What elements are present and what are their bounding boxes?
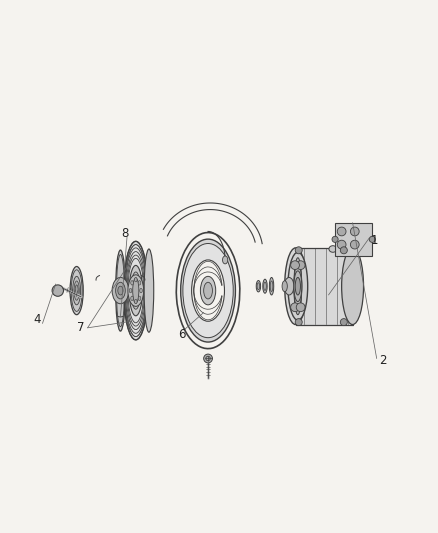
Ellipse shape — [269, 278, 274, 295]
Circle shape — [337, 227, 346, 236]
Bar — [335, 223, 372, 255]
Ellipse shape — [131, 296, 134, 301]
Ellipse shape — [70, 266, 83, 314]
Ellipse shape — [128, 275, 144, 306]
Ellipse shape — [223, 256, 228, 264]
Bar — [296, 248, 353, 325]
Ellipse shape — [204, 282, 212, 299]
Circle shape — [332, 236, 338, 243]
Ellipse shape — [295, 278, 300, 295]
Ellipse shape — [338, 245, 350, 253]
Circle shape — [369, 236, 375, 243]
Ellipse shape — [183, 244, 233, 338]
Text: 6: 6 — [178, 328, 186, 341]
Ellipse shape — [71, 270, 82, 311]
Ellipse shape — [138, 296, 141, 301]
Ellipse shape — [74, 281, 79, 300]
Ellipse shape — [263, 279, 267, 293]
Ellipse shape — [117, 254, 124, 327]
Ellipse shape — [257, 283, 260, 289]
Ellipse shape — [191, 260, 224, 321]
Ellipse shape — [342, 248, 364, 325]
Circle shape — [296, 261, 305, 270]
Ellipse shape — [294, 258, 302, 314]
Circle shape — [291, 303, 300, 312]
Circle shape — [296, 303, 305, 312]
Circle shape — [340, 319, 347, 326]
Circle shape — [295, 247, 302, 254]
Ellipse shape — [140, 288, 142, 293]
Ellipse shape — [144, 249, 154, 332]
Ellipse shape — [131, 272, 141, 309]
Ellipse shape — [133, 278, 139, 303]
Text: 8: 8 — [121, 227, 128, 240]
Ellipse shape — [129, 265, 142, 316]
Circle shape — [337, 240, 346, 249]
Ellipse shape — [116, 250, 125, 331]
Ellipse shape — [112, 278, 129, 304]
Circle shape — [350, 240, 359, 249]
Ellipse shape — [129, 288, 132, 293]
Circle shape — [350, 227, 359, 236]
Ellipse shape — [288, 252, 307, 320]
Ellipse shape — [75, 285, 78, 296]
Ellipse shape — [294, 264, 302, 308]
Ellipse shape — [138, 281, 141, 285]
Ellipse shape — [180, 239, 236, 342]
Ellipse shape — [282, 281, 287, 292]
Ellipse shape — [125, 245, 146, 336]
Circle shape — [295, 319, 302, 326]
Ellipse shape — [134, 278, 137, 282]
Circle shape — [204, 354, 212, 363]
Circle shape — [340, 247, 347, 254]
Ellipse shape — [116, 282, 125, 299]
Ellipse shape — [284, 278, 294, 295]
Ellipse shape — [73, 276, 81, 305]
Ellipse shape — [285, 248, 307, 325]
Text: 4: 4 — [33, 312, 41, 326]
Ellipse shape — [270, 281, 273, 292]
Ellipse shape — [264, 282, 266, 290]
Ellipse shape — [329, 246, 337, 252]
Ellipse shape — [200, 276, 215, 305]
Ellipse shape — [118, 286, 123, 295]
Circle shape — [52, 285, 64, 296]
Ellipse shape — [134, 300, 137, 304]
Ellipse shape — [124, 241, 148, 340]
Ellipse shape — [256, 280, 261, 292]
Circle shape — [291, 261, 300, 270]
Text: 1: 1 — [371, 233, 378, 247]
Ellipse shape — [131, 281, 134, 285]
Ellipse shape — [294, 271, 302, 302]
Text: 7: 7 — [77, 321, 85, 334]
Text: 2: 2 — [379, 354, 387, 367]
